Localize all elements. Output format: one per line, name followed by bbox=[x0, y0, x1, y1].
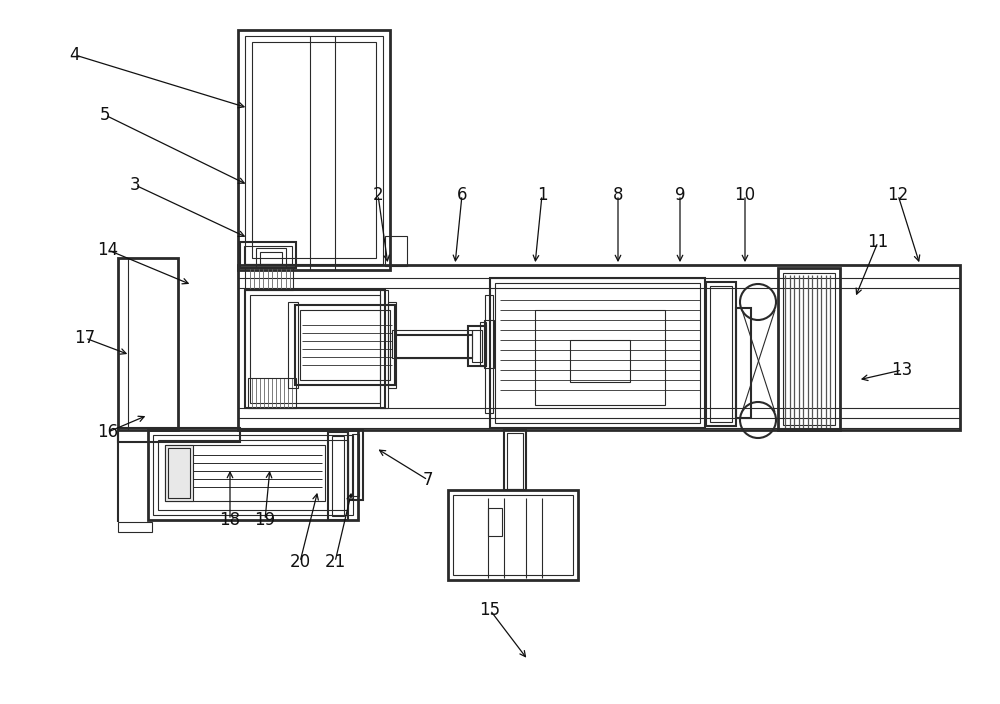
Bar bbox=[244, 246, 292, 264]
Bar bbox=[153, 435, 353, 515]
Bar bbox=[348, 430, 363, 500]
Bar bbox=[245, 290, 385, 408]
Text: 1: 1 bbox=[537, 186, 547, 204]
Bar bbox=[448, 490, 578, 580]
Bar bbox=[328, 432, 348, 520]
Bar bbox=[388, 302, 396, 388]
Bar bbox=[380, 290, 388, 408]
Text: 2: 2 bbox=[373, 186, 383, 204]
Bar bbox=[168, 448, 190, 498]
Bar bbox=[472, 330, 482, 362]
Bar bbox=[706, 282, 736, 426]
Bar bbox=[260, 252, 282, 264]
Bar bbox=[295, 305, 395, 385]
Bar bbox=[453, 495, 573, 575]
Text: 6: 6 bbox=[457, 186, 467, 204]
Bar bbox=[288, 302, 298, 388]
Text: 11: 11 bbox=[867, 233, 889, 251]
Bar bbox=[148, 430, 358, 520]
Bar bbox=[250, 295, 380, 403]
Bar bbox=[352, 434, 359, 496]
Bar bbox=[238, 30, 390, 270]
Bar bbox=[778, 268, 840, 430]
Text: 12: 12 bbox=[887, 186, 909, 204]
Bar bbox=[783, 273, 835, 425]
Text: 5: 5 bbox=[100, 106, 110, 124]
Text: 21: 21 bbox=[324, 553, 346, 571]
Bar bbox=[165, 445, 325, 501]
Bar bbox=[300, 310, 390, 380]
Bar bbox=[248, 378, 296, 408]
Bar bbox=[484, 320, 494, 368]
Text: 17: 17 bbox=[74, 329, 96, 347]
Bar bbox=[118, 428, 240, 442]
Bar bbox=[392, 330, 472, 358]
Bar bbox=[468, 326, 486, 366]
Bar bbox=[488, 508, 502, 536]
Bar bbox=[490, 278, 705, 428]
Text: 7: 7 bbox=[423, 471, 433, 489]
Text: 14: 14 bbox=[97, 241, 119, 259]
Bar bbox=[332, 436, 344, 516]
Text: 18: 18 bbox=[219, 511, 241, 529]
Text: 3: 3 bbox=[130, 176, 140, 194]
Text: 4: 4 bbox=[70, 46, 80, 64]
Bar bbox=[535, 310, 665, 405]
Bar bbox=[256, 248, 286, 268]
Text: 9: 9 bbox=[675, 186, 685, 204]
Text: 8: 8 bbox=[613, 186, 623, 204]
Bar bbox=[252, 42, 376, 258]
Bar bbox=[165, 445, 193, 501]
Text: 10: 10 bbox=[734, 186, 756, 204]
Bar bbox=[238, 265, 960, 430]
Bar bbox=[485, 295, 493, 413]
Bar bbox=[495, 283, 700, 423]
Text: 13: 13 bbox=[891, 361, 913, 379]
Bar bbox=[570, 340, 630, 382]
Text: 15: 15 bbox=[479, 601, 501, 619]
Text: 16: 16 bbox=[97, 423, 119, 441]
Bar bbox=[507, 433, 523, 489]
Text: 20: 20 bbox=[289, 553, 311, 571]
Bar bbox=[158, 440, 348, 510]
Bar bbox=[245, 36, 383, 264]
Bar bbox=[385, 236, 407, 266]
Bar bbox=[240, 242, 296, 268]
Bar bbox=[504, 430, 526, 490]
Bar bbox=[736, 308, 751, 418]
Bar bbox=[118, 258, 178, 430]
Bar bbox=[245, 268, 293, 290]
Bar bbox=[710, 286, 732, 422]
Bar bbox=[118, 522, 152, 532]
Bar bbox=[480, 322, 486, 366]
Text: 19: 19 bbox=[254, 511, 276, 529]
